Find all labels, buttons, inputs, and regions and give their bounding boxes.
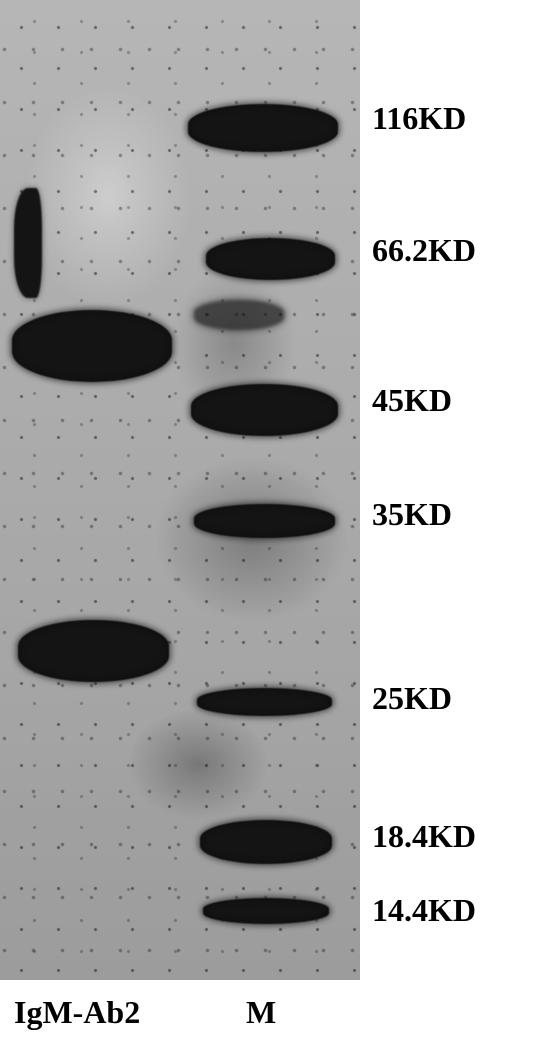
- mw-label-35: 35KD: [372, 496, 522, 533]
- mw-label-25: 25KD: [372, 680, 522, 717]
- sample-band-heavy-chain: [12, 310, 172, 382]
- lane-label-sample: IgM-Ab2: [14, 994, 140, 1031]
- mw-label-66p2: 66.2KD: [372, 232, 522, 269]
- lane-marker: [188, 0, 338, 980]
- sample-well-artifact: [14, 188, 42, 298]
- lane-label-marker: M: [246, 994, 276, 1031]
- lane-sample: [12, 0, 172, 980]
- marker-band-25: [197, 688, 332, 716]
- marker-band-45: [191, 384, 338, 436]
- marker-band-35: [194, 504, 335, 538]
- mw-label-45: 45KD: [372, 382, 522, 419]
- sample-band-light-chain: [18, 620, 168, 682]
- marker-band-66p2: [206, 238, 335, 280]
- marker-band-18p4: [200, 820, 332, 864]
- mw-label-18p4: 18.4KD: [372, 818, 522, 855]
- gel-figure: 116KD 66.2KD 45KD 35KD 25KD 18.4KD 14.4K…: [0, 0, 533, 1059]
- mw-label-14p4: 14.4KD: [372, 892, 522, 929]
- marker-band-116: [188, 104, 338, 152]
- gel-area: [0, 0, 360, 980]
- mw-label-116: 116KD: [372, 100, 522, 137]
- marker-smear: [194, 300, 284, 330]
- marker-band-14p4: [203, 898, 329, 924]
